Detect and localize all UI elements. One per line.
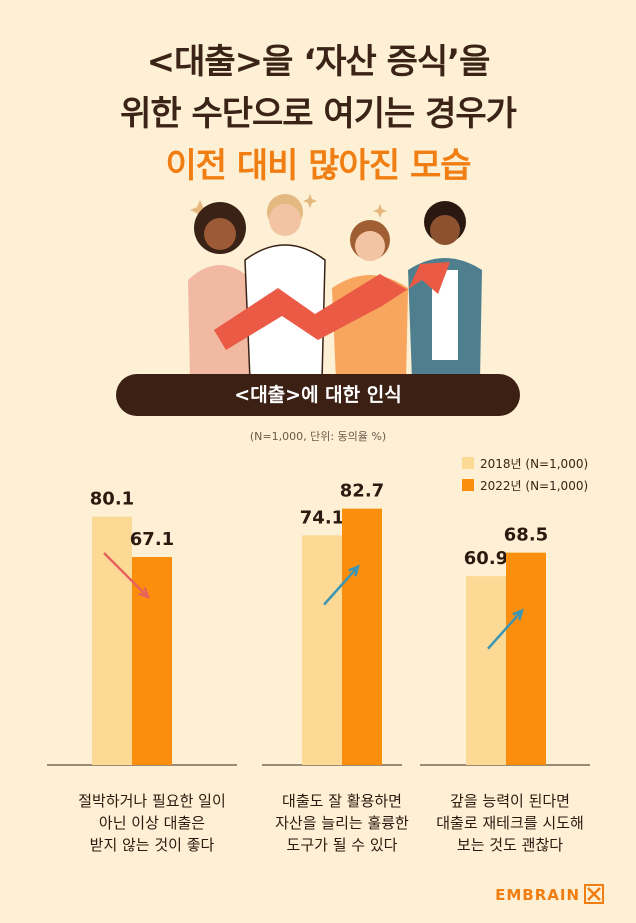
category-label-2: 대출도 잘 활용하면 자산을 늘리는 훌륭한 도구가 될 수 있다	[247, 790, 437, 856]
value-label-2018-cat-1: 80.1	[90, 489, 134, 510]
trend-arrow-up-icon-3	[487, 608, 524, 650]
brand-logo-text: EMBRAIN	[495, 886, 580, 904]
value-label-2018-cat-3: 60.9	[464, 548, 508, 569]
category-1-line-2: 아닌 이상 대출은	[98, 814, 206, 832]
value-label-2022-cat-2: 82.7	[340, 481, 384, 502]
legend-swatch-2018	[462, 457, 474, 469]
value-label-2018-cat-2: 74.1	[300, 507, 344, 528]
legend-label-2022: 2022년 (N=1,000)	[480, 479, 589, 493]
legend-label-2018: 2018년 (N=1,000)	[480, 457, 589, 471]
section-label: <대출>에 대한 인식	[116, 374, 520, 416]
people-with-arrow-illustration	[188, 194, 482, 380]
category-3-line-2: 대출로 재테크를 시도해	[436, 814, 584, 832]
bar-2018-cat-2	[302, 535, 342, 765]
trend-arrow-up-icon-2	[323, 564, 360, 606]
category-2-line-1: 대출도 잘 활용하면	[282, 792, 402, 810]
category-2-line-3: 도구가 될 수 있다	[286, 836, 398, 854]
value-label-2022-cat-1: 67.1	[130, 529, 174, 550]
bar-2022-cat-2	[342, 508, 382, 765]
category-label-1: 절박하거나 필요한 일이 아닌 이상 대출은 받지 않는 것이 좋다	[57, 790, 247, 856]
value-label-2022-cat-3: 68.5	[504, 525, 548, 546]
person-1-icon	[188, 202, 252, 380]
legend-swatch-2022	[462, 479, 474, 491]
category-label-3: 갚을 능력이 된다면 대출로 재테크를 시도해 보는 것도 괜찮다	[415, 790, 605, 856]
category-1-line-3: 받지 않는 것이 좋다	[89, 836, 215, 854]
category-2-line-2: 자산을 늘리는 훌륭한	[275, 814, 409, 832]
survey-note: (N=1,000, 단위: 동의율 %)	[249, 430, 387, 443]
category-3-line-1: 갚을 능력이 된다면	[450, 792, 570, 810]
sparkle-icons	[190, 194, 387, 220]
title-line-2: 위한 수단으로 여기는 경우가	[120, 94, 517, 134]
category-3-line-3: 보는 것도 괜찮다	[456, 836, 564, 854]
title-line-1: <대출>을 ‘자산 증식’을	[146, 42, 491, 82]
brand-logo-icon	[584, 884, 604, 904]
bar-2022-cat-3	[506, 552, 546, 765]
bar-2022-cat-1	[132, 556, 172, 765]
bar-2018-cat-1	[92, 516, 132, 765]
trend-arrow-down-icon-1	[103, 552, 151, 600]
bar-2018-cat-3	[466, 576, 506, 765]
category-1-line-1: 절박하거나 필요한 일이	[78, 792, 226, 810]
rising-arrow-icon	[214, 262, 450, 350]
person-4-icon	[408, 201, 482, 380]
title-line-3: 이전 대비 많아진 모습	[165, 146, 471, 186]
